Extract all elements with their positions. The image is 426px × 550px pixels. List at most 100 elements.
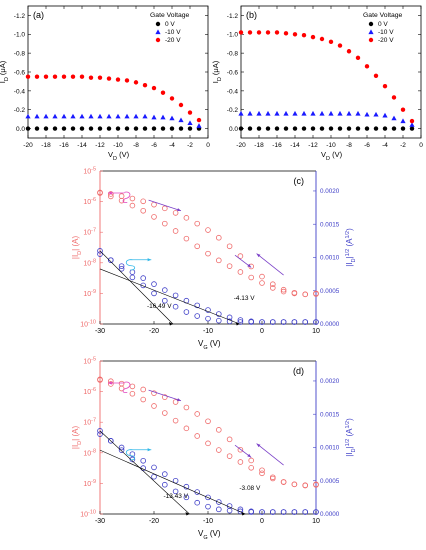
y-tick-label-part: -5 [91, 167, 96, 173]
sweep-arrowhead [147, 448, 152, 452]
sweep-arrowhead [256, 443, 261, 448]
y-tick-label: 10-5 [83, 167, 96, 176]
x-axis-label-part: (V) [208, 529, 221, 538]
x-tick-label: -30 [95, 328, 105, 335]
data-point [280, 286, 287, 293]
data-point [391, 126, 397, 131]
y-right-axis-label-part: (A [345, 428, 354, 439]
y-tick-label-part: 10 [83, 230, 91, 237]
x-tick-label: -10 [203, 328, 213, 335]
panel-d: -30 -20 -10 0 1010-1010-910-810-710-610-50.0… [71, 357, 357, 542]
data-point [216, 427, 222, 433]
data-point [34, 113, 40, 119]
data-point [292, 110, 298, 116]
data-point [178, 102, 184, 108]
panel-label: (c) [294, 176, 305, 186]
data-point [259, 470, 265, 477]
data-point [382, 112, 388, 118]
data-point [301, 126, 307, 131]
panel-label: (b) [246, 10, 257, 20]
data-point [328, 126, 334, 131]
y-axis-label: |ID| (A) [71, 236, 83, 260]
data-point [129, 390, 136, 397]
data-point [129, 451, 136, 457]
data-point [129, 456, 136, 463]
x-tick-label: -6 [364, 142, 370, 149]
data-point [269, 285, 276, 291]
x-tick-label: -4 [169, 142, 175, 149]
legend-marker [155, 37, 161, 43]
data-point [97, 431, 103, 437]
y-right-axis-label-part: D [351, 258, 357, 262]
x-tick-label: -2 [400, 142, 406, 149]
data-point [115, 113, 121, 119]
x-tick-label: -16 [272, 142, 282, 149]
y-axis-label-part: D [4, 77, 10, 81]
data-point [172, 292, 179, 299]
data-point [79, 74, 85, 79]
data-point [382, 83, 388, 89]
y-right-tick-label: 0.0020 [320, 378, 340, 385]
data-point [291, 509, 298, 515]
x-tick-label: -10 [113, 142, 123, 149]
data-point [124, 113, 130, 119]
data-point [269, 281, 276, 288]
y-tick-label-part: -6 [91, 387, 96, 393]
data-point [106, 76, 112, 81]
x-axis-label-part: V [198, 529, 204, 538]
y-tick-label: -0.4 [14, 88, 26, 95]
threshold-annotation: -16.49 V [147, 303, 172, 310]
data-point [162, 220, 168, 227]
data-point [409, 126, 415, 131]
data-point [194, 313, 201, 319]
data-point [172, 399, 179, 405]
data-point [183, 494, 190, 501]
data-point [280, 509, 287, 515]
series [97, 376, 319, 489]
data-point [400, 126, 406, 131]
legend-label: -20 V [378, 37, 394, 44]
data-point [237, 253, 244, 259]
data-point [140, 275, 147, 281]
legend-marker [368, 29, 374, 35]
x-axis-label-part: (V) [330, 150, 343, 159]
x-tick-label: -4 [382, 142, 388, 149]
data-point [248, 457, 255, 464]
data-point [196, 117, 202, 123]
data-point [160, 114, 166, 120]
y-right-axis-label: |ID|1/2 (A1/2) [345, 418, 357, 457]
data-point [151, 214, 157, 220]
data-point [142, 83, 148, 88]
series [238, 110, 415, 127]
data-point [400, 107, 406, 112]
y-tick-label-part: -8 [91, 258, 96, 264]
data-point [106, 113, 112, 119]
data-point [283, 31, 289, 36]
data-point [97, 248, 103, 254]
axis-indicator-curl [122, 191, 131, 203]
data-point [319, 126, 325, 131]
series [97, 431, 319, 515]
data-point [237, 269, 244, 275]
y-tick-label-part: 10 [83, 481, 91, 488]
legend-label: -20 V [165, 37, 181, 44]
sweep-arrow [256, 253, 284, 276]
data-point [194, 220, 201, 227]
data-point [291, 290, 298, 297]
legend-label: -10 V [165, 29, 181, 36]
x-tick-label: 10 [312, 518, 320, 525]
data-point [259, 319, 265, 325]
data-point [248, 274, 255, 281]
data-point [172, 210, 179, 216]
data-point [216, 317, 222, 324]
y-tick-label: 10-10 [80, 320, 96, 329]
data-point [194, 411, 201, 417]
data-point [61, 113, 67, 119]
data-point [313, 509, 319, 515]
data-point [226, 507, 233, 514]
y-tick-label-part: -8 [91, 448, 96, 454]
series [25, 126, 202, 131]
data-point [142, 113, 148, 119]
data-point [313, 481, 319, 488]
data-point [226, 453, 233, 459]
